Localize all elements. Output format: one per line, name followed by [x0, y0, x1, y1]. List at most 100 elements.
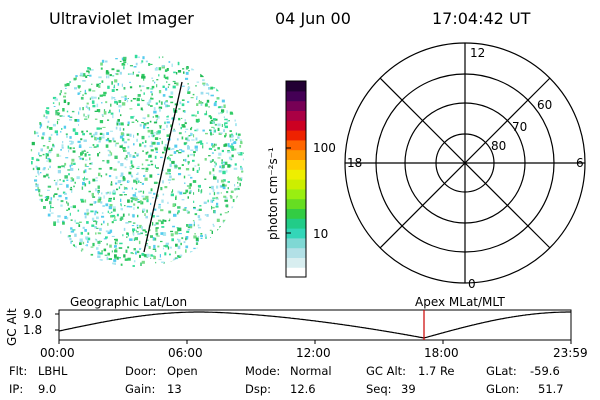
emission-speckle — [228, 156, 232, 160]
polar-diagonal-2 — [379, 77, 551, 249]
emission-speckle — [141, 167, 145, 170]
emission-speckle — [210, 86, 214, 90]
emission-speckle — [169, 168, 171, 172]
emission-speckle — [197, 224, 200, 227]
emission-speckle — [90, 253, 94, 256]
emission-speckle — [139, 124, 142, 127]
emission-speckle — [119, 217, 122, 221]
emission-speckle — [234, 188, 236, 191]
emission-speckle — [185, 236, 189, 239]
emission-speckle — [237, 181, 239, 184]
emission-speckle — [191, 114, 195, 117]
emission-speckle — [205, 92, 209, 94]
emission-speckle — [127, 63, 129, 65]
emission-speckle — [45, 153, 48, 156]
emission-speckle — [95, 188, 97, 192]
emission-speckle — [218, 170, 222, 173]
emission-speckle — [105, 236, 108, 239]
emission-speckle — [195, 118, 199, 123]
emission-speckle — [67, 169, 71, 171]
emission-speckle — [217, 106, 221, 109]
emission-speckle — [193, 247, 196, 250]
emission-speckle — [101, 192, 103, 195]
emission-speckle — [217, 191, 220, 193]
emission-speckle — [64, 92, 67, 95]
emission-speckle — [150, 149, 154, 152]
emission-speckle — [134, 195, 138, 198]
emission-speckle — [105, 139, 110, 142]
emission-speckle — [72, 147, 75, 149]
emission-speckle — [148, 135, 151, 138]
glat-value: -59.6 — [530, 364, 560, 378]
emission-speckle — [47, 185, 52, 188]
emission-speckle — [77, 92, 80, 95]
emission-speckle — [229, 195, 232, 197]
emission-speckle — [69, 165, 71, 168]
emission-speckle — [53, 106, 56, 107]
emission-speckle — [83, 150, 86, 152]
emission-speckle — [113, 197, 115, 200]
emission-speckle — [153, 110, 157, 114]
emission-speckle — [193, 134, 195, 138]
emission-speckle — [82, 226, 85, 229]
emission-speckle — [113, 168, 117, 171]
emission-speckle — [130, 200, 133, 203]
emission-speckle — [83, 113, 85, 117]
emission-speckle — [52, 123, 56, 127]
emission-speckle — [39, 198, 42, 201]
emission-speckle — [220, 112, 223, 114]
emission-speckle — [165, 244, 169, 248]
emission-speckle — [129, 81, 131, 83]
emission-speckle — [143, 77, 145, 81]
emission-speckle — [157, 130, 161, 134]
emission-speckle — [171, 118, 175, 120]
emission-speckle — [223, 161, 225, 164]
emission-speckle — [160, 101, 163, 105]
emission-speckle — [192, 180, 197, 183]
emission-speckle — [149, 229, 151, 232]
emission-speckle — [119, 145, 123, 148]
emission-speckle — [97, 240, 101, 244]
emission-speckle — [197, 110, 199, 114]
emission-speckle — [50, 205, 52, 209]
emission-speckle — [222, 219, 227, 223]
emission-speckle — [74, 219, 76, 223]
emission-speckle — [84, 229, 87, 232]
emission-speckle — [64, 166, 66, 169]
emission-speckle — [151, 85, 155, 89]
emission-speckle — [66, 184, 69, 188]
emission-speckle — [217, 229, 220, 232]
emission-speckle — [166, 81, 168, 83]
emission-speckle — [231, 154, 234, 157]
emission-speckle — [164, 219, 167, 222]
emission-speckle — [150, 63, 153, 65]
emission-speckle — [31, 161, 33, 165]
emission-speckle — [79, 242, 82, 245]
emission-speckle — [138, 190, 141, 193]
emission-speckle — [42, 132, 44, 136]
emission-speckle — [136, 227, 139, 229]
emission-speckle — [47, 120, 50, 123]
emission-speckle — [96, 137, 100, 140]
emission-speckle — [224, 199, 228, 202]
emission-speckle — [154, 250, 157, 252]
emission-speckle — [120, 96, 125, 98]
emission-speckle — [91, 100, 95, 104]
emission-speckle — [200, 91, 204, 95]
emission-speckle — [181, 199, 185, 201]
alt-xticks — [58, 340, 572, 344]
emission-speckle — [105, 144, 109, 148]
emission-speckle — [85, 166, 89, 167]
emission-speckle — [239, 145, 242, 148]
emission-speckle — [158, 100, 161, 103]
emission-speckle — [66, 135, 68, 138]
emission-speckle — [89, 146, 93, 148]
emission-speckle — [168, 210, 172, 214]
emission-speckle — [186, 185, 190, 187]
emission-speckle — [211, 205, 213, 210]
emission-speckle — [112, 137, 115, 141]
emission-speckle — [230, 138, 232, 142]
emission-speckle — [88, 154, 91, 156]
emission-speckle — [86, 212, 89, 216]
